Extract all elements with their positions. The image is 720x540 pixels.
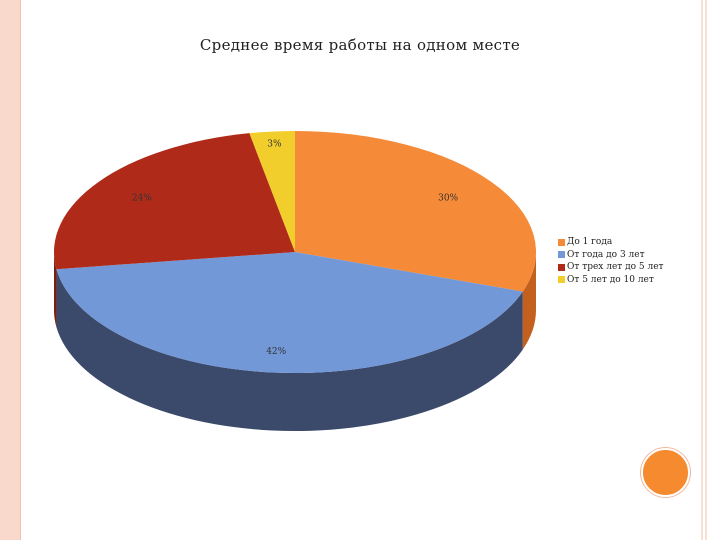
pie-slice-ot-treh-do-5 bbox=[54, 133, 296, 270]
pie-side-do-1-goda bbox=[522, 252, 536, 350]
legend-swatch bbox=[558, 251, 565, 258]
data-label-do-1-goda: 30% bbox=[438, 193, 458, 203]
pie-slice-ot-5-do-10 bbox=[249, 131, 295, 252]
chart-title: Среднее время работы на одном месте bbox=[199, 36, 521, 54]
pie-slice-do-1-goda bbox=[295, 131, 536, 292]
data-label-ot-5-do-10: 3% bbox=[267, 140, 282, 150]
pie-side-ot-goda-do-3 bbox=[56, 269, 523, 431]
pie-side-ot-treh-do-5 bbox=[54, 252, 57, 328]
legend-item-ot-5-do-10: От 5 лет до 10 лет bbox=[558, 274, 664, 286]
right-decor-lines bbox=[701, 0, 707, 540]
legend-item-ot-treh-do-5: От трех лет до 5 лет bbox=[558, 261, 664, 273]
legend-item-ot-goda-do-3: От года до 3 лет bbox=[558, 249, 664, 261]
left-decor-strip bbox=[0, 0, 21, 540]
legend-swatch bbox=[558, 238, 565, 246]
legend-label: От года до 3 лет bbox=[567, 249, 645, 260]
data-label-ot-treh-do-5: 24% bbox=[132, 193, 152, 203]
legend-label: От 5 лет до 10 лет bbox=[567, 274, 654, 285]
chart-legend: До 1 года От года до 3 лет От трех лет до … bbox=[558, 236, 664, 286]
decor-circle bbox=[641, 448, 690, 497]
legend-swatch bbox=[558, 263, 565, 271]
legend-swatch bbox=[558, 276, 565, 283]
legend-label: До 1 года bbox=[567, 237, 613, 247]
legend-item-do-1-goda: До 1 года bbox=[558, 236, 664, 248]
pie-slice-ot-goda-do-3 bbox=[56, 252, 523, 373]
data-label-ot-goda-do-3: 42% bbox=[266, 347, 286, 357]
legend-label: От трех лет до 5 лет bbox=[567, 262, 664, 272]
